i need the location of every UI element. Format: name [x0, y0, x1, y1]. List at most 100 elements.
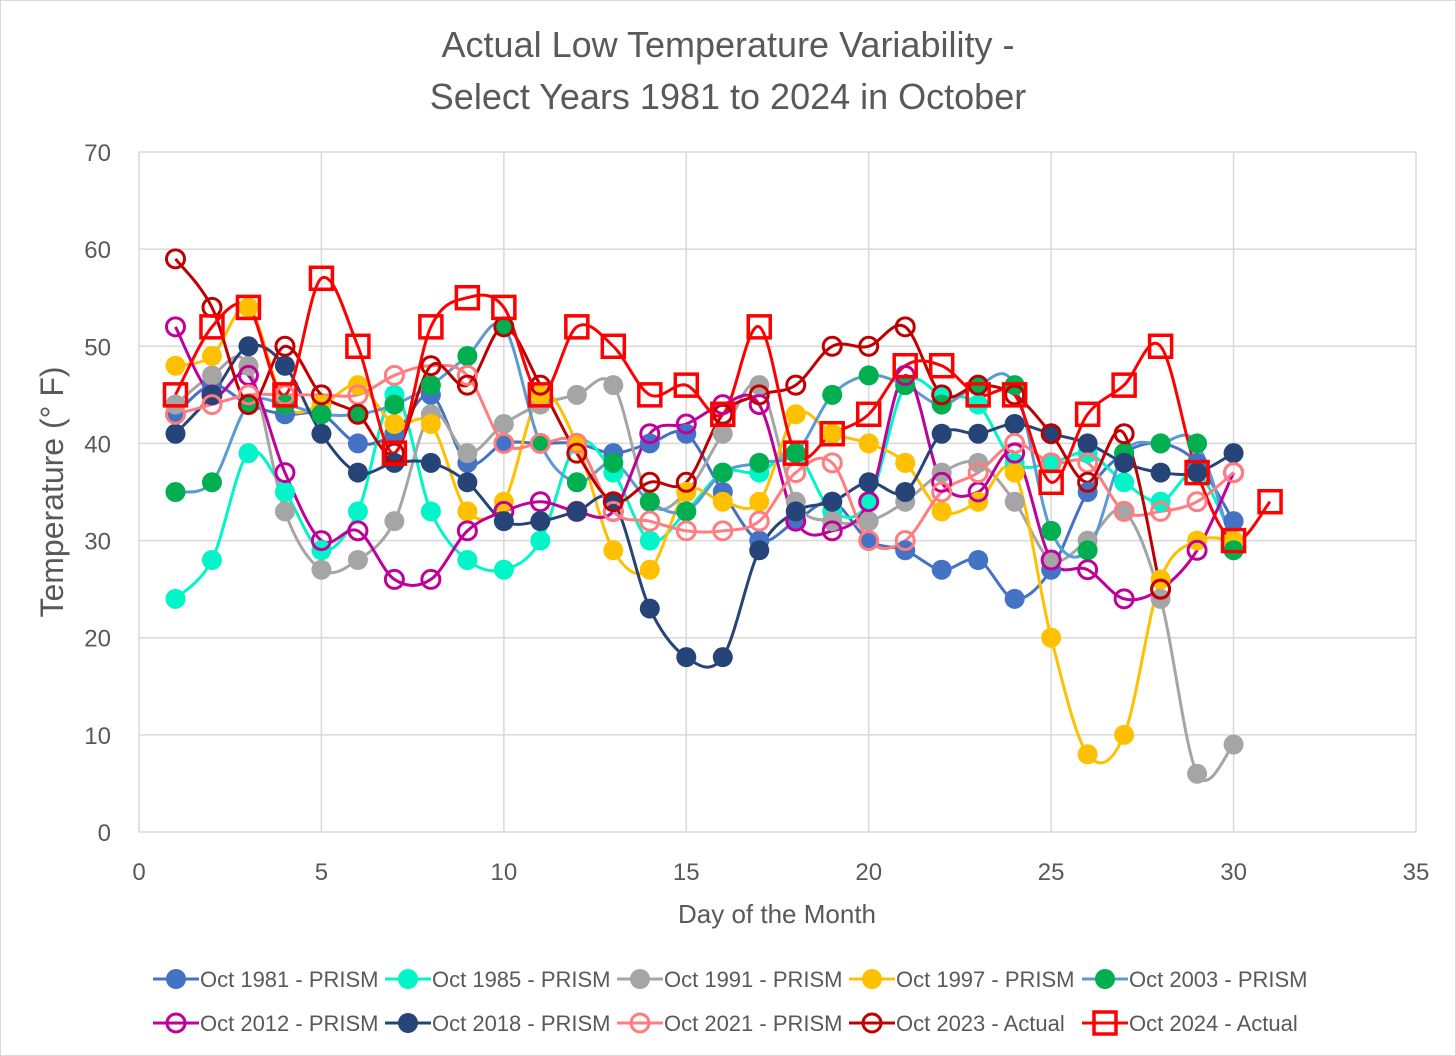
data-point — [274, 384, 296, 406]
data-point — [456, 364, 478, 386]
data-point — [822, 491, 843, 512]
data-point — [1223, 443, 1244, 464]
x-tick-label: 25 — [1038, 859, 1065, 886]
y-tick-label: 20 — [84, 626, 111, 653]
x-tick-label: 35 — [1403, 859, 1430, 886]
data-point — [855, 401, 882, 428]
data-point — [1004, 442, 1026, 464]
data-point — [384, 414, 405, 434]
legend-label: Oct 1997 - PRISM — [896, 967, 1075, 992]
data-point — [1074, 401, 1101, 428]
data-point — [1111, 372, 1137, 398]
data-point — [493, 414, 514, 434]
data-point — [1040, 423, 1062, 445]
data-point — [1223, 734, 1244, 755]
legend-label: Oct 1981 - PRISM — [200, 967, 379, 992]
data-point — [1223, 462, 1245, 484]
legend-marker — [629, 1012, 651, 1034]
data-point — [967, 462, 989, 484]
data-point — [637, 382, 663, 408]
data-point — [1150, 433, 1171, 454]
legend-label: Oct 2018 - PRISM — [432, 1011, 611, 1036]
data-point — [858, 511, 879, 532]
data-point — [819, 420, 845, 447]
data-point — [457, 550, 478, 570]
data-point — [748, 394, 770, 416]
legend-label: Oct 2023 - Actual — [896, 1011, 1065, 1036]
data-point — [1004, 384, 1026, 406]
data-point — [676, 647, 697, 668]
data-point — [710, 401, 736, 428]
data-point — [1187, 433, 1208, 454]
legend-item: Oct 1997 - PRISM — [849, 967, 1075, 992]
data-point — [968, 423, 989, 444]
data-point — [199, 314, 225, 340]
data-point — [676, 501, 697, 522]
data-point — [785, 374, 807, 396]
legend-item: Oct 2023 - Actual — [849, 1011, 1065, 1036]
data-point — [456, 520, 478, 542]
data-point — [308, 265, 335, 292]
data-point — [892, 352, 918, 379]
data-point — [712, 520, 734, 542]
data-point — [420, 452, 441, 473]
data-point — [748, 384, 770, 406]
data-point — [420, 414, 441, 434]
legend-marker — [1092, 1010, 1118, 1036]
data-point — [858, 433, 879, 454]
data-point — [162, 382, 189, 408]
data-point — [931, 559, 952, 580]
legend-label: Oct 2024 - Actual — [1129, 1011, 1298, 1036]
data-point — [895, 452, 916, 473]
data-point — [274, 462, 296, 484]
data-point — [383, 364, 405, 386]
data-point — [1223, 511, 1244, 532]
data-point — [749, 491, 770, 512]
data-point — [822, 423, 843, 444]
data-point — [1114, 501, 1135, 522]
series-lines — [174, 257, 1272, 782]
data-point — [457, 443, 478, 464]
data-point — [1041, 423, 1062, 444]
legend-item: Oct 2018 - PRISM — [385, 1011, 611, 1036]
data-point — [235, 294, 262, 321]
data-point — [420, 375, 441, 396]
data-point — [639, 471, 661, 493]
series-line-oct-1985-prism — [174, 377, 1235, 600]
data-point — [566, 472, 587, 493]
data-point — [165, 482, 186, 502]
legend-marker — [166, 969, 186, 989]
data-point — [785, 501, 806, 522]
chart-title-line-2: Select Years 1981 to 2024 in October — [430, 76, 1026, 117]
data-point — [527, 382, 554, 408]
data-point — [311, 404, 332, 425]
data-point — [345, 333, 371, 360]
data-point — [272, 382, 298, 408]
data-point — [1186, 539, 1208, 561]
data-point — [420, 568, 442, 590]
data-point — [384, 511, 405, 532]
data-point — [1041, 627, 1062, 648]
data-point — [931, 481, 953, 503]
series-markers-oct-2024-actual — [162, 265, 1283, 554]
data-point — [530, 511, 551, 532]
series-line-oct-1997-prism — [175, 305, 1234, 765]
x-tick-label: 20 — [855, 859, 882, 886]
legend-marker — [1095, 969, 1115, 989]
data-point — [347, 433, 368, 454]
data-point — [529, 491, 551, 513]
data-point — [347, 404, 368, 425]
data-point — [858, 491, 879, 512]
data-point — [493, 559, 514, 580]
data-point — [493, 511, 514, 532]
data-point — [529, 432, 551, 454]
data-point — [1077, 540, 1098, 561]
data-point — [493, 433, 514, 454]
legend-item: Oct 1985 - PRISM — [385, 967, 611, 992]
data-point — [1114, 452, 1135, 473]
data-point — [1077, 433, 1098, 454]
data-point — [746, 314, 773, 340]
x-tick-label: 0 — [132, 859, 145, 886]
data-point — [858, 472, 879, 493]
